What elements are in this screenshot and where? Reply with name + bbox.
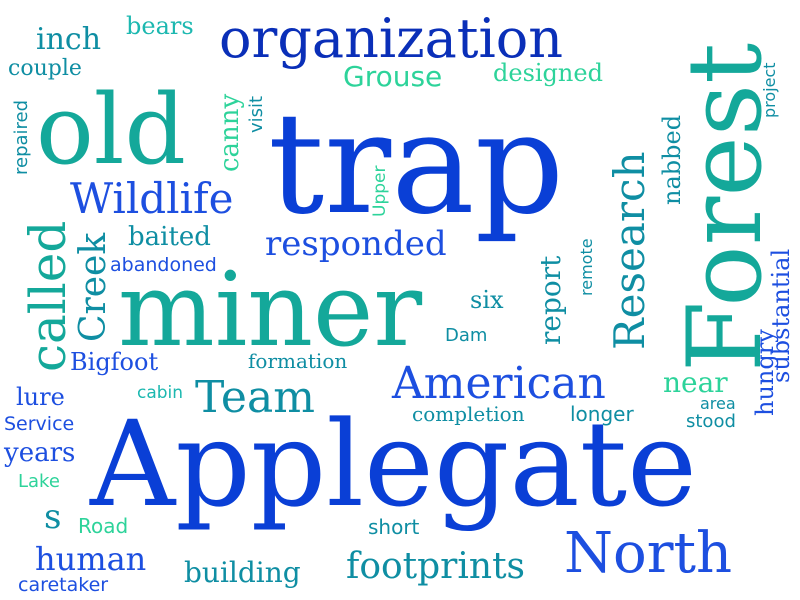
word-designed: designed (493, 59, 603, 87)
word-couple: couple (8, 56, 82, 81)
word-abandoned: abandoned (110, 254, 217, 276)
word-footprints: footprints (346, 546, 525, 587)
word-near: near (663, 366, 728, 399)
word-road: Road (78, 514, 128, 538)
word-building: building (184, 556, 301, 589)
word-baited: baited (128, 222, 211, 252)
word-visit: visit (246, 96, 267, 133)
word-bears: bears (126, 12, 194, 40)
word-stood: stood (686, 411, 736, 432)
word-lake: Lake (18, 471, 60, 492)
word-upper: Upper (370, 166, 390, 217)
word-cabin: cabin (137, 383, 183, 403)
word-human: human (35, 540, 146, 578)
word-short: short (368, 515, 420, 539)
word-grouse: Grouse (343, 60, 442, 93)
word-american: American (391, 358, 606, 409)
word-completion: completion (412, 402, 525, 426)
word-inch: inch (36, 22, 101, 57)
word-team: Team (195, 372, 315, 423)
word-project: project (760, 62, 779, 118)
word-remote: remote (577, 238, 596, 296)
word-lure: lure (16, 383, 65, 411)
word-longer: longer (570, 402, 634, 426)
word-formation: formation (248, 349, 347, 373)
word-area: area (700, 394, 736, 413)
word-wildlife: Wildlife (70, 174, 233, 223)
word-years: years (3, 438, 75, 468)
word-hungry: hungry (751, 329, 779, 416)
word-research: Research (605, 151, 654, 350)
word-creek: Creek (73, 232, 114, 342)
word-substantial: substantial (767, 249, 795, 383)
word-old: old (36, 74, 186, 186)
word-report: report (534, 255, 567, 345)
word-nabbed: nabbed (658, 115, 686, 205)
word-s: s (44, 497, 61, 537)
word-service: Service (4, 413, 74, 435)
word-miner: miner (118, 251, 422, 370)
word-caretaker: caretaker (18, 574, 108, 596)
word-canny: canny (215, 93, 245, 172)
word-six: six (470, 286, 504, 314)
word-organization: organization (219, 7, 563, 70)
word-trap: trap (268, 83, 564, 246)
word-forest: Forest (666, 43, 785, 372)
word-called: called (19, 221, 77, 372)
word-bigfoot: Bigfoot (70, 348, 158, 376)
word-responded: responded (265, 224, 447, 264)
word-repaired: repaired (11, 100, 32, 175)
word-dam: Dam (445, 325, 487, 346)
word-north: North (564, 521, 732, 586)
word-applegate: Applegate (89, 395, 697, 533)
